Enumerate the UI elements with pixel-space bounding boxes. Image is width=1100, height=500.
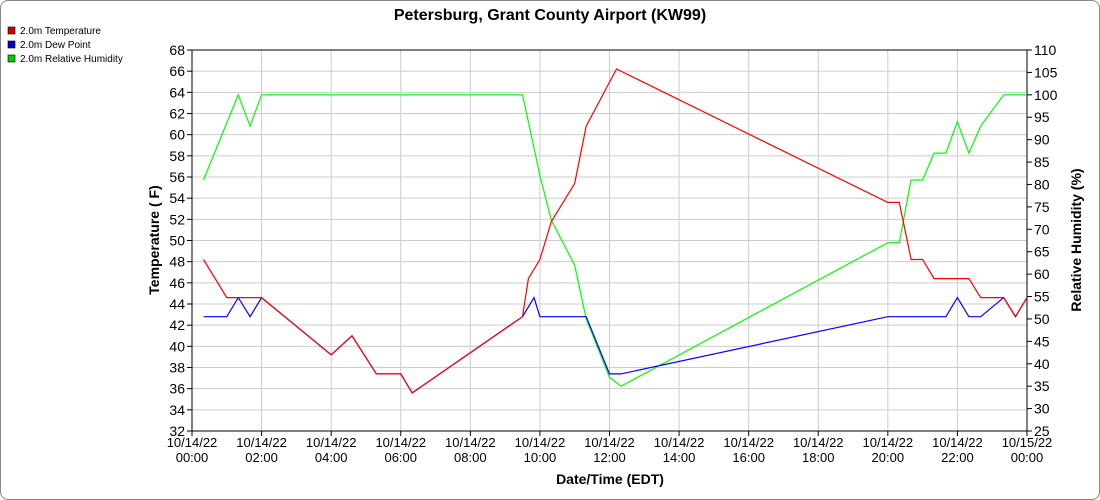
y-right-tick-label: 95 xyxy=(1034,109,1050,125)
y-right-tick-label: 30 xyxy=(1034,401,1050,417)
y-right-tick-label: 85 xyxy=(1034,154,1050,170)
legend-label-2-0m-dew-point: 2.0m Dew Point xyxy=(20,40,91,51)
y-right-tick-label: 80 xyxy=(1034,176,1050,192)
series-layer xyxy=(202,68,1028,394)
x-tick-date-label: 10/14/22 xyxy=(654,435,705,450)
y-axis-right-label: Relative Humidity (%) xyxy=(1068,168,1084,311)
series-line-2-0m-dew-point xyxy=(203,296,1028,394)
x-tick-date-label: 10/14/22 xyxy=(236,435,287,450)
y-left-tick-label: 42 xyxy=(169,317,185,333)
y-left-tick-label: 60 xyxy=(169,127,185,143)
x-tick-date-label: 10/14/22 xyxy=(375,435,426,450)
y-right-tick-label: 100 xyxy=(1034,87,1058,103)
x-tick-time-label: 22:00 xyxy=(941,450,974,465)
x-tick-time-label: 16:00 xyxy=(732,450,765,465)
x-tick-date-label: 10/14/22 xyxy=(723,435,774,450)
x-tick-time-label: 00:00 xyxy=(1011,450,1044,465)
y-right-tick-label: 110 xyxy=(1034,42,1057,58)
y-right-tick-label: 50 xyxy=(1034,311,1050,327)
x-tick-date-label: 10/14/22 xyxy=(863,435,914,450)
legend-label-2-0m-relative-humidity: 2.0m Relative Humidity xyxy=(20,54,123,65)
y-left-tick-label: 44 xyxy=(169,296,185,312)
y-right-tick-label: 70 xyxy=(1034,221,1050,237)
y-right-tick-label: 60 xyxy=(1034,266,1050,282)
y-right-tick-label: 45 xyxy=(1034,333,1050,349)
y-left-tick-label: 62 xyxy=(169,106,185,122)
x-tick-date-label: 10/14/22 xyxy=(793,435,844,450)
y-left-tick-label: 52 xyxy=(169,211,185,227)
y-right-tick-label: 55 xyxy=(1034,289,1050,305)
y-right-tick-label: 65 xyxy=(1034,244,1050,260)
x-tick-time-label: 02:00 xyxy=(245,450,278,465)
x-tick-date-label: 10/14/22 xyxy=(167,435,218,450)
x-tick-time-label: 06:00 xyxy=(384,450,417,465)
right-axis: 25 30 35 40 45 50 55 60 65 70 75 80 85 90 95 100 105 110 xyxy=(1027,42,1058,439)
x-tick-date-label: 10/14/22 xyxy=(584,435,635,450)
y-left-tick-label: 38 xyxy=(169,360,185,376)
y-left-tick-label: 46 xyxy=(169,275,185,291)
y-left-tick-label: 64 xyxy=(169,84,185,100)
y-right-tick-label: 90 xyxy=(1034,132,1050,148)
legend-swatch-2-0m-relative-humidity xyxy=(7,54,16,63)
y-left-tick-label: 68 xyxy=(169,42,185,58)
y-right-tick-label: 105 xyxy=(1034,64,1058,80)
y-right-tick-label: 25 xyxy=(1034,423,1050,439)
y-left-tick-label: 54 xyxy=(169,190,185,206)
y-left-tick-label: 32 xyxy=(169,423,185,439)
x-tick-date-label: 10/14/22 xyxy=(515,435,566,450)
x-tick-time-label: 10:00 xyxy=(524,450,557,465)
x-tick-date-label: 10/14/22 xyxy=(306,435,357,450)
y-right-tick-label: 40 xyxy=(1034,356,1050,372)
x-tick-date-label: 10/14/22 xyxy=(445,435,496,450)
legend-label-2-0m-temperature: 2.0m Temperature xyxy=(20,26,101,37)
x-tick-time-label: 00:00 xyxy=(176,450,209,465)
y-left-tick-label: 40 xyxy=(169,338,185,354)
y-left-tick-label: 58 xyxy=(169,148,185,164)
x-tick-time-label: 12:00 xyxy=(593,450,626,465)
legend: 2.0m Temperature 2.0m Dew Point 2.0m Relat… xyxy=(7,26,123,65)
y-left-tick-label: 48 xyxy=(169,254,185,270)
x-tick-date-label: 10/15/22 xyxy=(1002,435,1053,450)
legend-swatch-2-0m-dew-point xyxy=(7,40,16,49)
y-left-tick-label: 34 xyxy=(169,402,185,418)
x-tick-time-label: 14:00 xyxy=(663,450,696,465)
x-tick-date-label: 10/14/22 xyxy=(932,435,983,450)
x-axis-label: Date/Time (EDT) xyxy=(556,471,664,487)
y-right-tick-label: 75 xyxy=(1034,199,1050,215)
x-tick-time-label: 18:00 xyxy=(802,450,835,465)
y-axis-left-label: Temperature ( F) xyxy=(146,185,162,294)
legend-swatch-2-0m-temperature xyxy=(7,26,16,35)
x-tick-time-label: 04:00 xyxy=(315,450,348,465)
y-right-tick-label: 35 xyxy=(1034,378,1050,394)
left-axis: 32 34 36 38 40 42 44 46 48 50 52 54 56 58 60 62 64 66 68 xyxy=(169,42,192,439)
y-left-tick-label: 50 xyxy=(169,233,185,249)
y-left-tick-label: 36 xyxy=(169,381,185,397)
y-left-tick-label: 66 xyxy=(169,63,185,79)
series-line-2-0m-relative-humidity xyxy=(202,93,1027,387)
chart-title: Petersburg, Grant County Airport (KW99) xyxy=(394,7,706,24)
x-tick-time-label: 20:00 xyxy=(872,450,905,465)
series-line-2-0m-temperature xyxy=(202,68,1028,394)
x-axis: 10/14/2200:0010/14/2202:0010/14/2204:001… xyxy=(167,431,1053,465)
y-left-tick-label: 56 xyxy=(169,169,185,185)
x-tick-time-label: 08:00 xyxy=(454,450,487,465)
